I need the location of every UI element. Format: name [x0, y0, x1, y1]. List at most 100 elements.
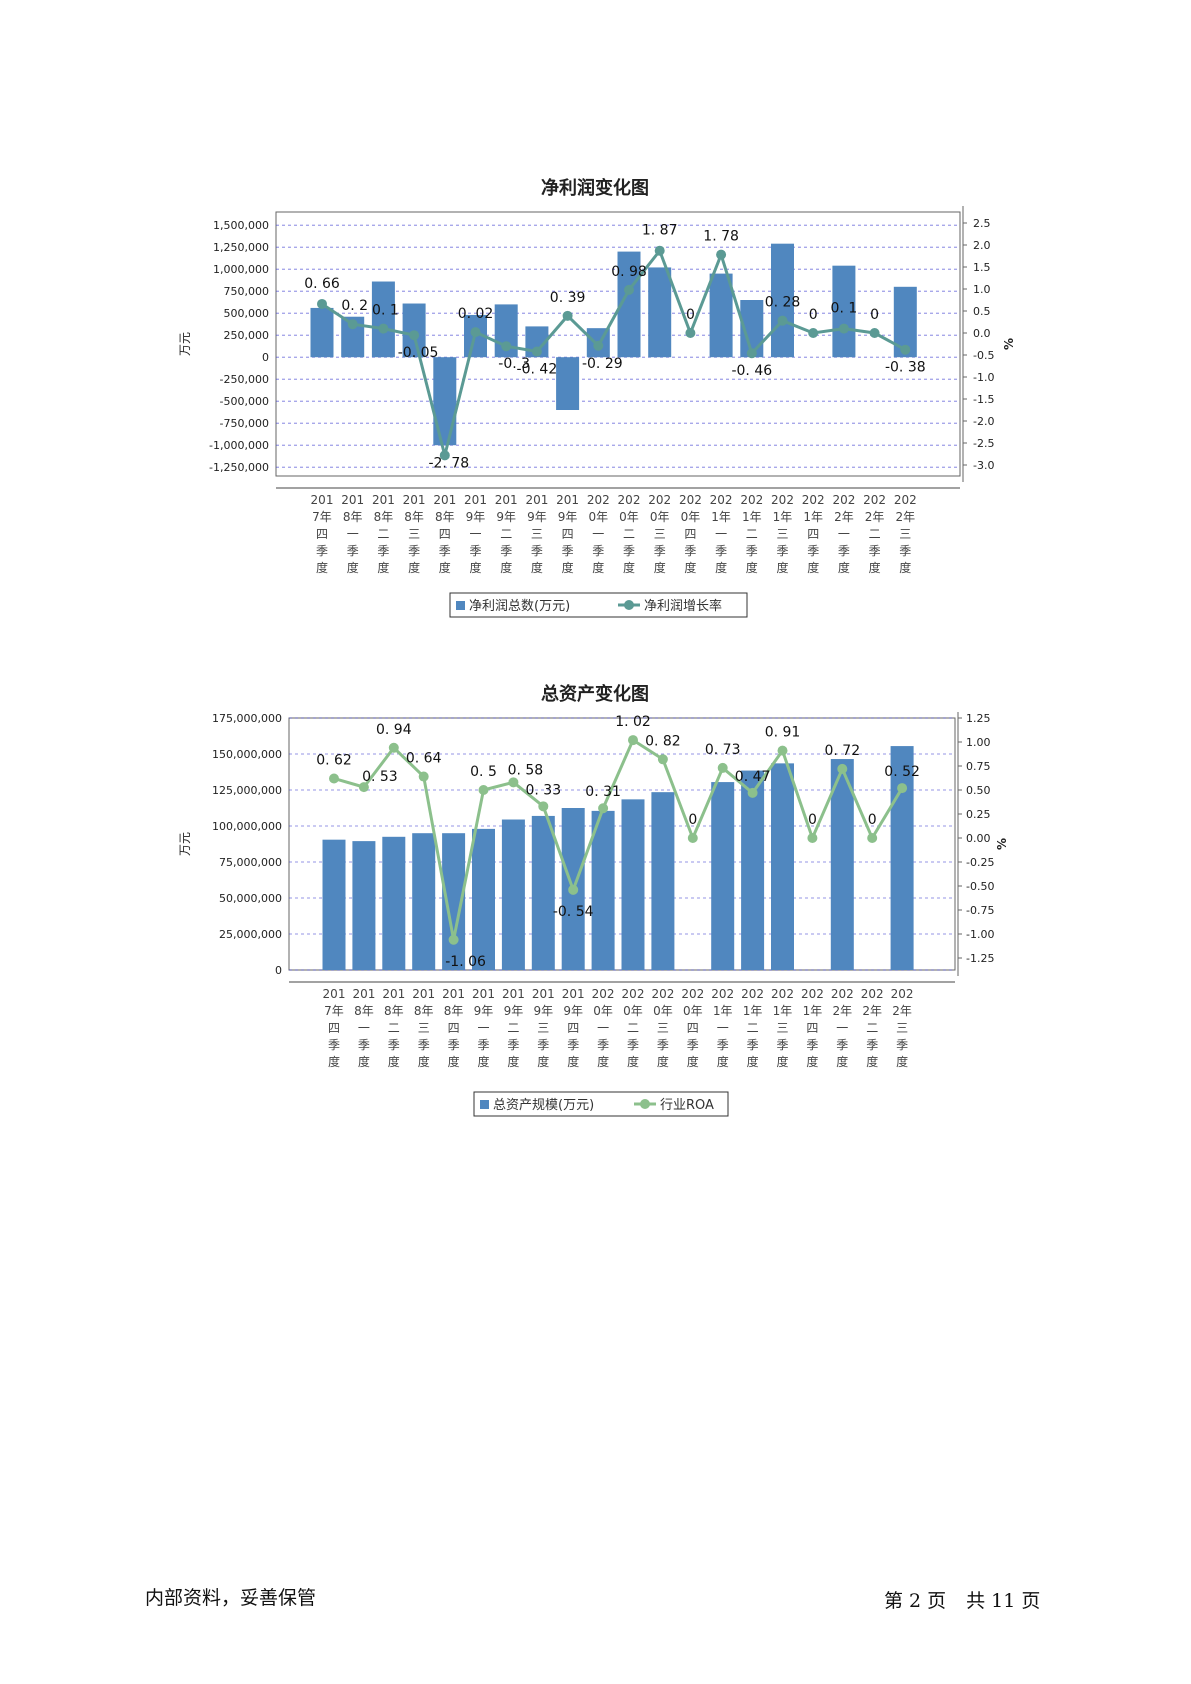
left-tick-label: 1,500,000	[213, 219, 269, 232]
right-tick-label: 0.00	[966, 832, 991, 845]
line-point	[501, 341, 512, 352]
left-tick-label: 125,000,000	[212, 784, 282, 797]
category-label: 三	[776, 527, 788, 541]
category-label: 一	[477, 1021, 489, 1035]
data-label: 0. 91	[765, 725, 801, 741]
line-point	[439, 450, 450, 461]
category-label: 季	[896, 1038, 908, 1052]
data-label: 0. 1	[831, 301, 858, 317]
category-label: 1年	[773, 510, 793, 524]
category-label: 三	[418, 1021, 430, 1035]
category-label: 8年	[374, 510, 394, 524]
category-label: 度	[469, 560, 481, 575]
bar	[771, 763, 794, 970]
category-label: 季	[537, 1038, 549, 1052]
line-point	[867, 833, 878, 843]
category-label: 四	[562, 527, 574, 541]
category-label: 季	[418, 1038, 430, 1052]
category-label: 季	[328, 1038, 340, 1052]
category-label: 201	[412, 987, 435, 1001]
category-label: 202	[741, 987, 764, 1001]
category-label: 2年	[865, 510, 885, 524]
category-label: 度	[807, 560, 819, 575]
data-label: -0. 54	[553, 904, 594, 920]
category-label: 度	[869, 560, 881, 575]
category-label: 三	[776, 1021, 788, 1035]
category-label: 三	[654, 527, 666, 541]
category-label: 度	[899, 560, 911, 575]
category-label: 度	[567, 1054, 579, 1069]
category-label: 201	[532, 987, 555, 1001]
category-label: 二	[623, 527, 635, 541]
category-label: 一	[358, 1021, 370, 1035]
data-label: 0	[686, 307, 695, 323]
category-label: 二	[747, 1021, 759, 1035]
data-label: 1. 87	[642, 223, 678, 239]
category-label: 201	[502, 987, 525, 1001]
chart-title: 总资产变化图	[541, 683, 649, 705]
bar	[352, 841, 376, 970]
category-label: 202	[832, 493, 855, 507]
bar	[830, 759, 854, 970]
category-label: 季	[562, 544, 574, 558]
category-label: 2年	[862, 1004, 882, 1018]
category-label: 季	[776, 1038, 788, 1052]
left-tick-label: 50,000,000	[219, 892, 282, 905]
category-label: 0年	[683, 1004, 703, 1018]
category-label: 四	[684, 527, 696, 541]
category-label: 季	[507, 1038, 519, 1052]
data-label: 0. 02	[458, 306, 494, 322]
category-label: 201	[464, 493, 487, 507]
category-label: 201	[556, 493, 579, 507]
category-label: 度	[776, 560, 788, 575]
category-label: 度	[592, 560, 604, 575]
category-label: 一	[717, 1021, 729, 1035]
net-profit-chart: 净利润变化图 1,500,000 1,250,000 1,000,000 750,000…	[178, 177, 1016, 618]
category-label: 季	[623, 544, 635, 558]
category-label: 7年	[312, 510, 332, 524]
category-label: 季	[776, 544, 788, 558]
category-label: 2年	[892, 1004, 912, 1018]
category-label: 季	[500, 544, 512, 558]
category-label: 二	[627, 1021, 639, 1035]
category-label: 度	[316, 560, 328, 575]
right-tick-label: 0.75	[966, 760, 991, 773]
right-tick-label: -1.5	[973, 393, 994, 406]
data-label: 0. 28	[765, 295, 801, 311]
category-label: 季	[448, 1038, 460, 1052]
bar	[341, 316, 365, 358]
category-label: 度	[687, 1054, 699, 1069]
category-label: 度	[866, 1054, 878, 1069]
category-label: 四	[328, 1021, 340, 1035]
category-label: 四	[567, 1021, 579, 1035]
line-point	[869, 328, 880, 338]
category-label: 季	[477, 1038, 489, 1052]
category-label: 201	[382, 987, 405, 1001]
category-label: 三	[531, 527, 543, 541]
data-label: -2. 78	[428, 455, 469, 471]
category-label: 度	[654, 560, 666, 575]
category-label: 0年	[623, 1004, 643, 1018]
line-point	[409, 330, 420, 341]
page-unit: 页	[927, 1590, 947, 1612]
category-label: 0年	[650, 510, 670, 524]
category-label: 8年	[354, 1004, 374, 1018]
category-label: 一	[715, 527, 727, 541]
line-point	[478, 785, 489, 795]
category-label: 季	[869, 544, 881, 558]
category-label: 二	[500, 527, 512, 541]
left-tick-label: 1,000,000	[213, 263, 269, 276]
left-tick-label: 1,250,000	[213, 241, 269, 254]
category-label: 度	[806, 1054, 818, 1069]
line-point	[777, 315, 788, 326]
category-label: 度	[623, 560, 635, 575]
left-tick-label: 0	[262, 351, 269, 364]
bar	[382, 836, 406, 970]
right-tick-label: -0.25	[966, 856, 994, 869]
left-tick-label: 0	[275, 964, 282, 977]
line-point	[538, 801, 549, 812]
line-point	[897, 783, 908, 794]
category-label: 201	[341, 493, 364, 507]
category-label: 9年	[504, 1004, 524, 1018]
data-label: 0. 5	[470, 764, 497, 780]
